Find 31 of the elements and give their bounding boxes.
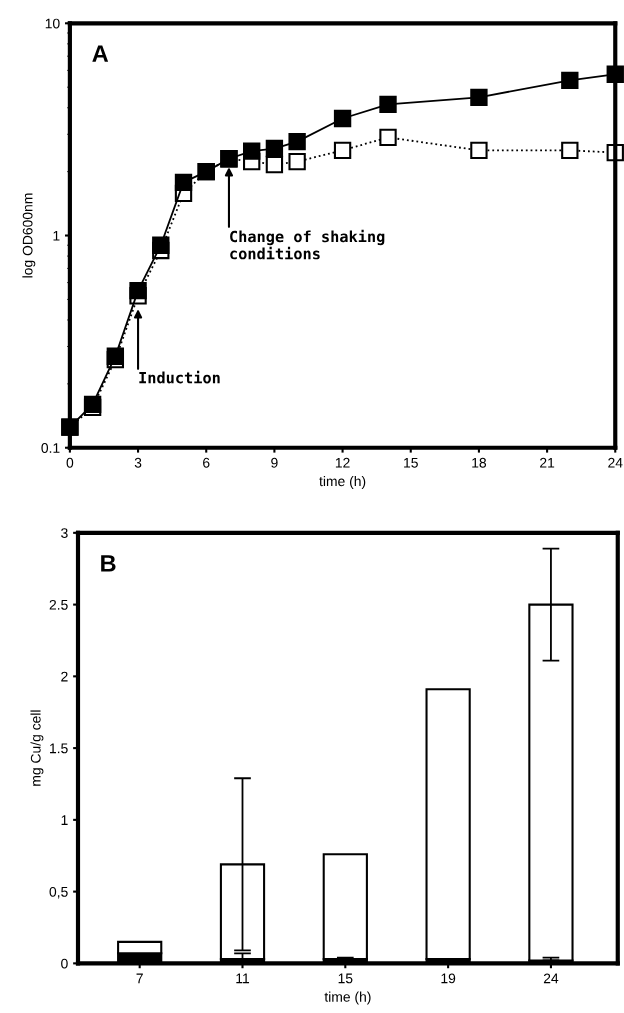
x-tick-label: 6 (203, 457, 210, 468)
x-tick-label: 15 (404, 457, 418, 468)
y-tick-label: 0.1 (41, 443, 60, 453)
x-tick-label: 24 (608, 457, 623, 468)
text: B (101, 555, 116, 572)
x-tick-label: 9 (271, 457, 278, 468)
x-tick-label: 3 (134, 457, 142, 468)
x-tick-label: 19 (441, 973, 456, 984)
y-axis-title: log OD600nm (22, 193, 36, 278)
y-tick-label: 10 (45, 18, 60, 29)
x-axis-title: time (h) (319, 475, 366, 489)
x-tick-label: 11 (236, 973, 250, 984)
y-tick-label: 3 (61, 528, 68, 539)
y-tick-label: 0,5 (49, 886, 68, 899)
x-tick-label: 24 (543, 973, 559, 984)
x-axis-title: time (h) (324, 991, 371, 1005)
annotation: Induction (139, 370, 220, 384)
y-tick-label: 1.5 (50, 743, 68, 754)
x-tick-label: 12 (335, 457, 350, 468)
y-tick-label: 1 (53, 231, 60, 241)
y-tick-label: 2 (61, 671, 68, 682)
y-tick-label: 1 (61, 815, 68, 825)
annotation: Change of shaking conditions (230, 229, 385, 260)
y-tick-label: 2.5 (49, 599, 68, 610)
y-tick-label: 0 (61, 958, 68, 969)
x-tick-label: 7 (136, 973, 143, 984)
x-tick-label: 18 (472, 457, 487, 468)
y-axis-title: mg Cu/g cell (30, 710, 44, 786)
x-tick-label: 21 (540, 457, 555, 468)
text: A (92, 45, 109, 62)
x-tick-label: 15 (338, 973, 353, 984)
